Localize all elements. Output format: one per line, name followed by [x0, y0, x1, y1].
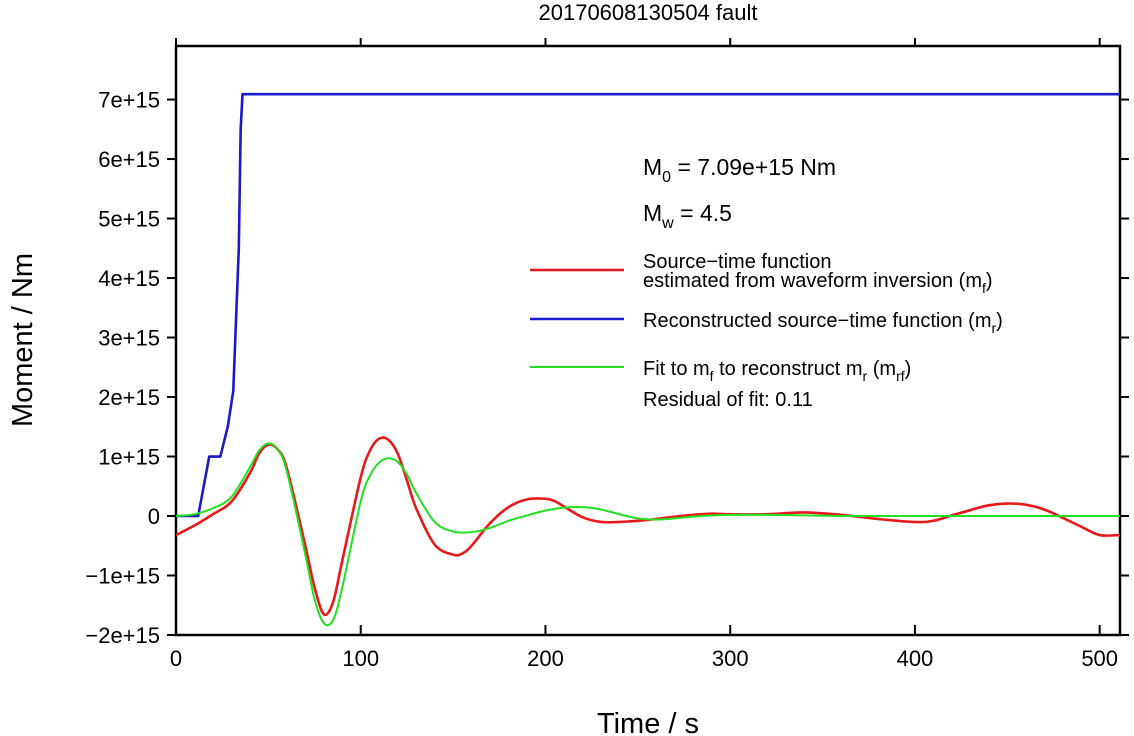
y-tick-label: 1e+15 [98, 445, 160, 470]
y-axis-ticks: −2e+15 −1e+15 0 1e+15 2e+15 3e+15 4e+15 5e+15 6e… [85, 88, 1129, 648]
series-group [176, 92, 1120, 627]
y-tick-label: 0 [148, 504, 160, 529]
x-tick-label: 0 [170, 646, 182, 671]
residual-annotation: Residual of fit: 0.11 [643, 389, 813, 411]
legend-label-red-line1: Source−time function [643, 251, 831, 273]
y-tick-label: 6e+15 [98, 147, 160, 172]
series-line-fit [176, 442, 1120, 627]
y-tick-label: 4e+15 [98, 266, 160, 291]
seismic-moment-annotation: M0 = 7.09e+15 Nm [643, 154, 836, 186]
moment-magnitude-annotation: Mw = 4.5 [643, 200, 732, 232]
x-axis-title: Time / s [597, 708, 699, 736]
y-tick-label: 2e+15 [98, 385, 160, 410]
x-tick-label: 100 [342, 646, 379, 671]
x-tick-label: 300 [712, 646, 749, 671]
y-tick-label: −1e+15 [85, 564, 160, 589]
legend-label-blue: Reconstructed source−time function (mr) [643, 310, 1003, 336]
x-axis-ticks: 0 100 200 300 400 500 [170, 38, 1118, 671]
y-tick-label: 3e+15 [98, 326, 160, 351]
x-tick-label: 500 [1081, 646, 1118, 671]
x-tick-label: 200 [527, 646, 564, 671]
y-tick-label: 5e+15 [98, 207, 160, 232]
legend: Source−time function estimated from wave… [530, 251, 1003, 411]
plot-frame [174, 44, 1122, 637]
y-axis-title: Moment / Nm [7, 253, 39, 427]
chart-title: 20170608130504 fault [539, 0, 758, 25]
legend-label-green: Fit to mf to reconstruct mr (mrf) [643, 358, 911, 384]
y-tick-label: 7e+15 [98, 88, 160, 113]
x-tick-label: 400 [897, 646, 934, 671]
legend-label-red-line2: estimated from waveform inversion (mf) [643, 270, 993, 296]
series-line-source-time-function [176, 436, 1120, 617]
y-tick-label: −2e+15 [85, 623, 160, 648]
series-line-reconstructed [176, 92, 1120, 518]
